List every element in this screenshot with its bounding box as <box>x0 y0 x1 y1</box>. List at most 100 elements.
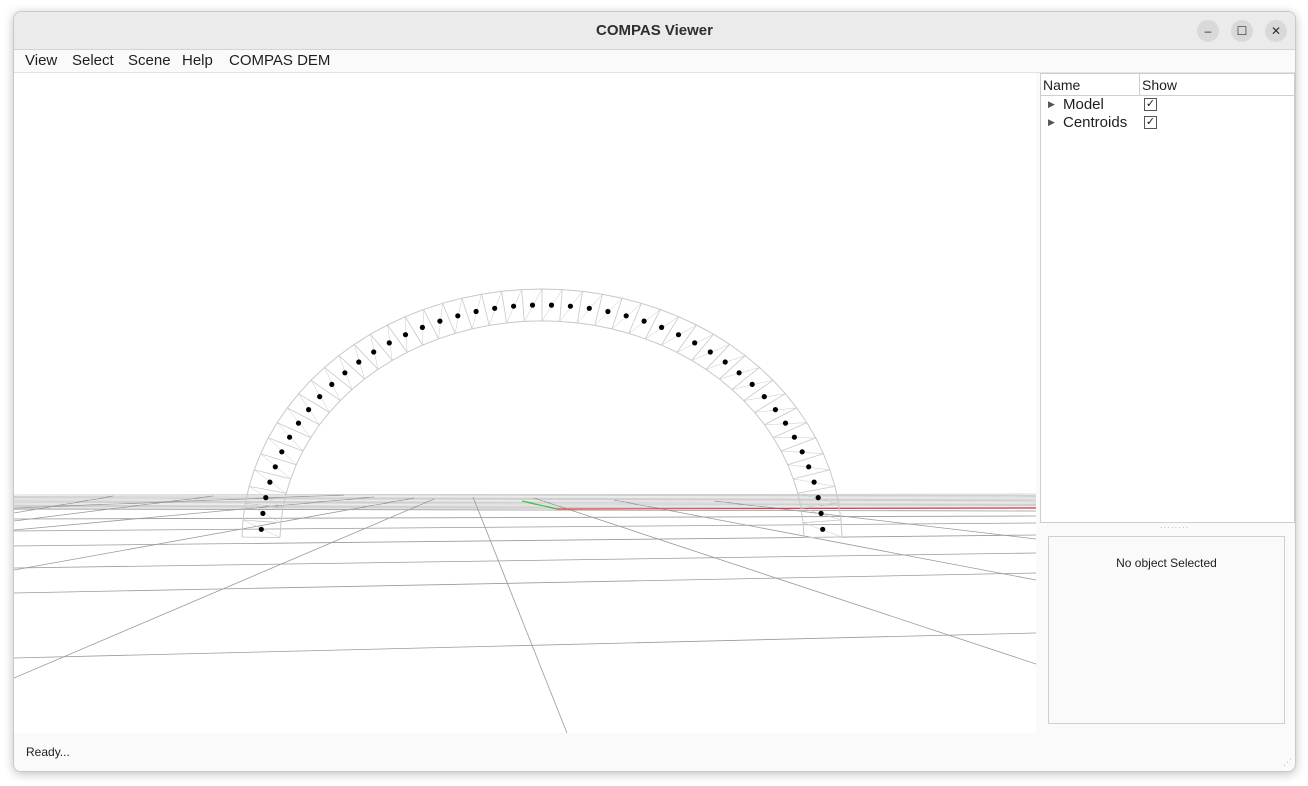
centroid-point <box>329 381 335 387</box>
arch-model[interactable] <box>241 288 843 538</box>
centroid-point <box>267 479 273 485</box>
close-button[interactable]: ✕ <box>1265 20 1287 42</box>
column-show[interactable]: Show <box>1142 77 1178 93</box>
block-joint <box>719 355 746 380</box>
3d-viewport[interactable] <box>14 73 1037 734</box>
block-joint <box>370 333 393 361</box>
centroid-point <box>799 449 805 455</box>
block-joint <box>594 294 603 326</box>
centroid-point <box>260 510 266 516</box>
block-joint <box>764 407 797 426</box>
centroid-point <box>437 318 443 324</box>
block-joint <box>645 309 661 339</box>
centroid-point <box>605 308 611 315</box>
grid-line <box>14 497 415 571</box>
block-joint <box>310 379 341 401</box>
minimize-button[interactable]: – <box>1197 20 1219 42</box>
grid-line <box>14 552 1037 569</box>
window-title: COMPAS Viewer <box>596 22 713 39</box>
centroid-point <box>586 305 592 311</box>
menu-scene[interactable]: Scene <box>128 52 171 69</box>
block-joint <box>404 316 423 346</box>
no-selection-text: No object Selected <box>1116 556 1217 570</box>
block-joint <box>324 367 353 390</box>
centroid-point <box>306 407 312 413</box>
block-joint <box>481 294 490 326</box>
resize-grip-icon[interactable]: ⋰ <box>1283 757 1292 767</box>
tree-row-centroids[interactable]: ▶ Centroids ✓ <box>1041 114 1294 132</box>
block-joint <box>773 422 808 438</box>
block-joint <box>353 344 379 370</box>
centroid-point <box>511 303 517 309</box>
centroid-point <box>342 370 348 376</box>
block-joint <box>461 298 473 330</box>
centroid-point <box>263 495 269 501</box>
scene-canvas[interactable] <box>14 73 1037 734</box>
centroid-point <box>806 464 812 470</box>
block-joint <box>705 344 731 370</box>
centroid-point <box>761 394 767 400</box>
grid-line <box>713 500 1037 540</box>
maximize-button[interactable]: ☐ <box>1231 20 1253 42</box>
grid-line <box>14 506 1037 509</box>
block-joint <box>243 519 281 524</box>
centroid-point <box>782 420 789 426</box>
grid-line <box>14 496 1037 498</box>
column-divider[interactable] <box>1139 74 1140 95</box>
block-joint <box>442 303 456 334</box>
menu-compas-dem[interactable]: COMPAS DEM <box>229 52 331 69</box>
block-joint <box>387 324 408 353</box>
properties-panel: No object Selected <box>1048 536 1285 724</box>
grid-line <box>472 496 568 734</box>
centroid-point <box>623 313 629 319</box>
block-joint <box>797 485 835 494</box>
centroid-point <box>820 526 826 532</box>
centroid-point <box>749 381 755 387</box>
status-text: Ready... <box>26 745 70 759</box>
ground-grid <box>14 493 1037 734</box>
block-joint <box>260 453 297 466</box>
expand-arrow-icon[interactable]: ▶ <box>1048 117 1055 127</box>
block-joint <box>276 422 311 438</box>
centroid-point <box>815 495 821 501</box>
block-joint <box>676 324 697 353</box>
title-bar[interactable]: COMPAS Viewer – ☐ ✕ <box>14 12 1295 50</box>
show-model-checkbox[interactable]: ✓ <box>1144 98 1157 111</box>
grid-line <box>613 499 1037 581</box>
menu-select[interactable]: Select <box>72 52 114 69</box>
status-bar: Ready... ⋰ <box>14 736 1295 771</box>
splitter-handle[interactable]: ········ <box>1160 523 1190 532</box>
block-joint <box>803 519 841 524</box>
centroid-point <box>473 308 479 315</box>
grid-line <box>14 498 435 679</box>
centroid-point <box>707 349 713 355</box>
tree-header: Name Show <box>1041 74 1294 96</box>
block-joint <box>793 469 830 480</box>
expand-arrow-icon[interactable]: ▶ <box>1048 99 1055 109</box>
tree-row-label: Centroids <box>1063 114 1128 131</box>
centroid-point <box>386 340 392 346</box>
x-axis-line <box>556 507 1037 510</box>
grid-line <box>14 494 1037 497</box>
grid-line <box>14 497 1037 500</box>
centroid-point <box>567 303 574 309</box>
centroids-layer[interactable] <box>258 302 826 532</box>
centroid-point <box>272 464 278 470</box>
column-name[interactable]: Name <box>1043 77 1081 93</box>
centroid-point <box>279 449 285 455</box>
tree-row-model[interactable]: ▶ Model ✓ <box>1041 96 1294 114</box>
world-axes <box>521 500 1037 510</box>
menu-help[interactable]: Help <box>182 52 213 69</box>
menu-view[interactable]: View <box>25 52 58 69</box>
block-joint <box>780 437 816 452</box>
grid-line <box>14 495 215 522</box>
block-joint <box>803 536 842 538</box>
centroid-point <box>659 324 665 330</box>
block-joint <box>661 316 680 346</box>
block-joint <box>245 502 284 509</box>
show-centroids-checkbox[interactable]: ✓ <box>1144 116 1157 129</box>
block-joint <box>521 289 525 322</box>
centroid-point <box>722 359 728 365</box>
block-joint <box>298 393 330 413</box>
grid-line <box>14 572 1037 594</box>
